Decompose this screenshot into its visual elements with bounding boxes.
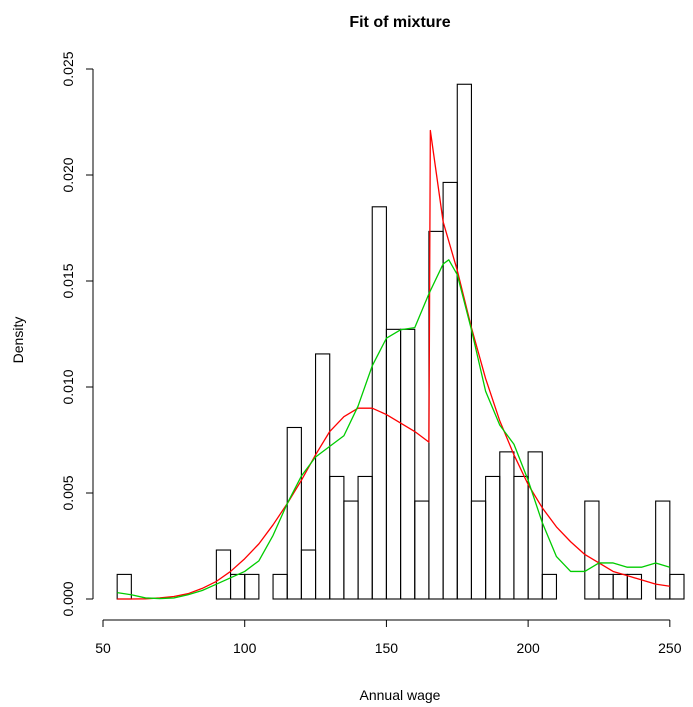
- chart-title: Fit of mixture: [349, 14, 450, 31]
- y-tick-label: 0.025: [60, 51, 76, 86]
- histogram-bar: [428, 230, 444, 600]
- density-curve-1: [117, 129, 670, 600]
- y-axis: 0.000 0.005 0.010 0.015 0.020 0.025: [60, 51, 94, 617]
- x-axis: 50 100 150 200 250: [95, 619, 682, 656]
- histogram-bar: [343, 500, 359, 600]
- histogram-bar: [541, 573, 558, 600]
- histogram-bar: [244, 573, 260, 600]
- histogram-bar: [357, 475, 373, 600]
- histogram-bar: [626, 573, 643, 600]
- density-curve-2: [117, 259, 671, 600]
- histogram-bar: [485, 475, 501, 600]
- x-tick-label: 150: [375, 640, 399, 656]
- histogram-bar: [598, 573, 614, 600]
- y-tick-label: 0.010: [60, 369, 76, 404]
- y-tick-label: 0.000: [60, 581, 76, 616]
- histogram-bar: [456, 83, 472, 600]
- x-tick-label: 100: [233, 640, 257, 656]
- histogram-bar: [470, 500, 487, 600]
- x-tick-label: 50: [95, 640, 111, 656]
- x-axis-label: Annual wage: [360, 687, 441, 703]
- histogram-bar: [513, 475, 529, 600]
- x-tick-label: 200: [516, 640, 540, 656]
- histogram-bar: [414, 500, 430, 600]
- histogram-bar: [371, 206, 387, 600]
- density-curves: [117, 129, 671, 600]
- histogram-bar: [286, 426, 302, 600]
- histogram-bar: [584, 500, 600, 600]
- x-tick-label: 250: [658, 640, 682, 656]
- histogram-bar: [272, 573, 288, 600]
- histogram-bar: [315, 353, 331, 600]
- histogram-bar: [669, 573, 685, 600]
- histogram-bar: [229, 573, 246, 600]
- histogram-bar: [499, 451, 515, 600]
- histogram-bar: [385, 328, 402, 600]
- histogram-bar: [116, 573, 132, 600]
- histogram-bar: [300, 549, 317, 600]
- y-tick-label: 0.005: [60, 475, 76, 510]
- histogram-bar: [329, 475, 345, 600]
- y-tick-label: 0.020: [60, 157, 76, 192]
- y-axis-label: Density: [10, 317, 26, 364]
- histogram-bar: [527, 451, 543, 600]
- histogram-bar: [215, 549, 232, 600]
- histogram-bar: [612, 573, 628, 600]
- histogram-bar: [400, 328, 416, 600]
- histogram-bars: [116, 83, 685, 600]
- y-tick-label: 0.015: [60, 263, 76, 298]
- histogram-bar: [655, 500, 671, 600]
